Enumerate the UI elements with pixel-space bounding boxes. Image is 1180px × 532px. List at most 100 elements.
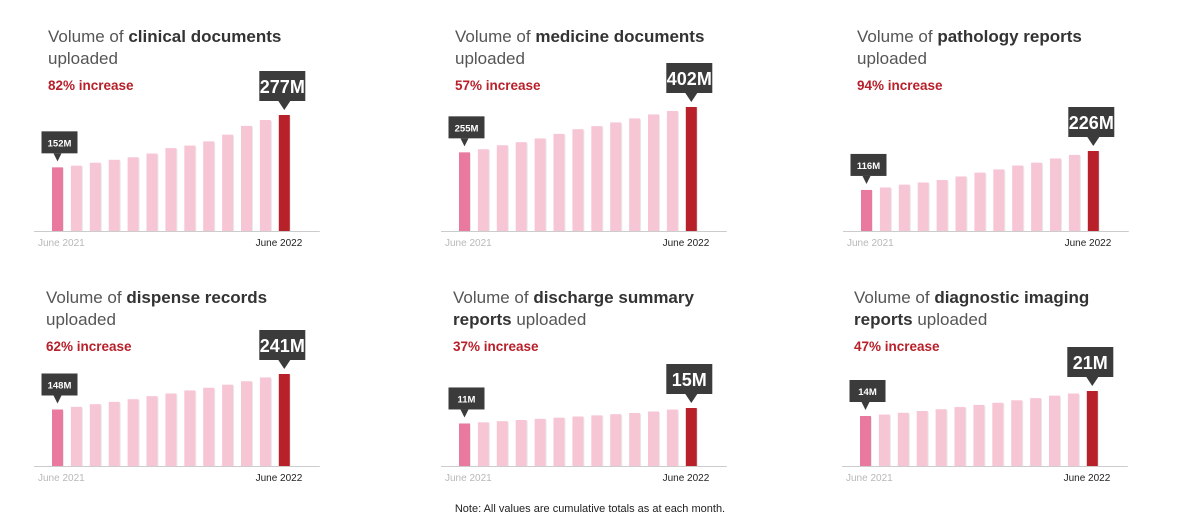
title-prefix: Volume of bbox=[854, 288, 935, 307]
end-callout-label: 21M bbox=[1073, 353, 1108, 373]
bar-end bbox=[1086, 391, 1098, 466]
x-start-label: June 2021 bbox=[38, 473, 85, 484]
x-start-label: June 2021 bbox=[445, 238, 492, 249]
end-callout-pointer bbox=[1087, 137, 1100, 146]
bar bbox=[259, 120, 271, 231]
bar bbox=[648, 411, 659, 466]
increase-label: 94% increase bbox=[857, 78, 943, 93]
bar bbox=[993, 169, 1005, 231]
start-callout-pointer bbox=[861, 402, 870, 410]
bar bbox=[496, 421, 508, 466]
start-callout: 255M bbox=[448, 116, 485, 147]
start-callout: 152M bbox=[41, 131, 78, 162]
x-start-label: June 2021 bbox=[847, 238, 894, 249]
bar-start bbox=[860, 416, 871, 466]
title-prefix: Volume of bbox=[857, 27, 938, 46]
start-callout-label: 152M bbox=[48, 138, 72, 149]
bar bbox=[917, 182, 929, 231]
end-callout: 15M bbox=[666, 364, 713, 403]
bar-start bbox=[52, 167, 63, 231]
end-callout-pointer bbox=[278, 360, 291, 369]
chart-title: Volume of medicine documents uploaded bbox=[455, 26, 755, 70]
increase-label: 37% increase bbox=[453, 339, 539, 354]
bar bbox=[222, 134, 234, 231]
bar bbox=[591, 126, 603, 231]
title-suffix: uploaded bbox=[917, 310, 988, 329]
end-callout: 277M bbox=[259, 71, 306, 110]
chart-title: Volume of pathology reports uploaded bbox=[857, 26, 1157, 70]
start-callout-pointer bbox=[862, 175, 871, 184]
bar-start bbox=[52, 409, 63, 466]
end-callout: 241M bbox=[259, 330, 306, 369]
end-callout-pointer bbox=[685, 93, 698, 102]
bar bbox=[108, 159, 120, 231]
start-callout-box bbox=[448, 116, 485, 139]
bar bbox=[1030, 398, 1042, 466]
title-bold-line2: reports bbox=[854, 310, 913, 329]
bar-chart: 116M 226M June 2021 June 2022 bbox=[843, 107, 1129, 249]
end-callout-box bbox=[1068, 107, 1115, 137]
title-suffix: uploaded bbox=[455, 49, 525, 68]
start-callout: 116M bbox=[850, 153, 887, 184]
bar bbox=[572, 416, 584, 466]
bar bbox=[553, 133, 565, 231]
bar-end bbox=[278, 115, 290, 231]
end-callout-box bbox=[259, 330, 306, 360]
end-callout-label: 277M bbox=[260, 77, 305, 97]
bar bbox=[897, 412, 909, 466]
bar bbox=[108, 401, 120, 466]
bar-chart: 148M 241M June 2021 June 2022 bbox=[34, 330, 320, 484]
bar-start bbox=[459, 423, 470, 466]
bar bbox=[534, 138, 546, 231]
start-callout-pointer bbox=[460, 409, 469, 418]
title-prefix: Volume of bbox=[46, 288, 127, 307]
bar-chart: 14M 21M June 2021 June 2022 bbox=[842, 347, 1128, 484]
chart-panel-dispense-records: Volume of dispense records uploaded 62% in… bbox=[34, 287, 366, 527]
bar bbox=[553, 417, 565, 466]
bar bbox=[666, 111, 678, 231]
bar bbox=[203, 141, 215, 231]
start-callout: 148M bbox=[41, 373, 78, 404]
start-callout: 11M bbox=[448, 387, 485, 418]
end-callout-box bbox=[1067, 347, 1114, 377]
bar bbox=[610, 414, 622, 466]
start-callout-label: 14M bbox=[858, 387, 877, 398]
bar-chart: 11M 15M June 2021 June 2022 bbox=[441, 364, 727, 484]
bar bbox=[648, 114, 659, 231]
end-callout-label: 241M bbox=[260, 336, 305, 356]
increase-label: 47% increase bbox=[854, 339, 940, 354]
start-callout-label: 255M bbox=[455, 123, 479, 134]
bar-end bbox=[278, 374, 290, 466]
bar bbox=[1031, 162, 1043, 231]
x-end-label: June 2022 bbox=[1065, 238, 1112, 249]
increase-label: 57% increase bbox=[455, 78, 541, 93]
bar bbox=[165, 393, 177, 466]
bar bbox=[572, 129, 584, 231]
chart-panel-medicine-documents: Volume of medicine documents uploaded 57% … bbox=[441, 26, 775, 266]
start-callout-label: 148M bbox=[48, 381, 72, 392]
title-prefix: Volume of bbox=[453, 288, 534, 307]
bar-chart: 152M 277M June 2021 June 2022 bbox=[34, 71, 320, 249]
bar-chart: 255M 402M June 2021 June 2022 bbox=[441, 63, 727, 249]
bar bbox=[165, 148, 177, 231]
title-suffix: uploaded bbox=[516, 310, 587, 329]
footnote: Note: All values are cumulative totals a… bbox=[454, 503, 726, 515]
bar bbox=[515, 142, 527, 231]
start-callout-box bbox=[41, 131, 78, 154]
bar bbox=[184, 145, 196, 231]
start-callout-box bbox=[850, 153, 887, 176]
start-callout-label: 116M bbox=[857, 161, 880, 172]
bar bbox=[477, 422, 489, 466]
bar bbox=[1067, 393, 1079, 466]
bar bbox=[515, 419, 527, 466]
end-callout-label: 402M bbox=[667, 69, 712, 89]
bar bbox=[610, 122, 622, 231]
bar bbox=[954, 407, 966, 466]
bar bbox=[70, 406, 82, 466]
bar bbox=[496, 145, 508, 231]
chart-panel-clinical-documents: Volume of clinical documents uploaded 82% … bbox=[34, 26, 368, 266]
bar bbox=[879, 187, 891, 231]
x-start-label: June 2021 bbox=[445, 473, 492, 484]
title-bold: dispense records bbox=[126, 288, 268, 307]
bar-start bbox=[861, 189, 872, 231]
